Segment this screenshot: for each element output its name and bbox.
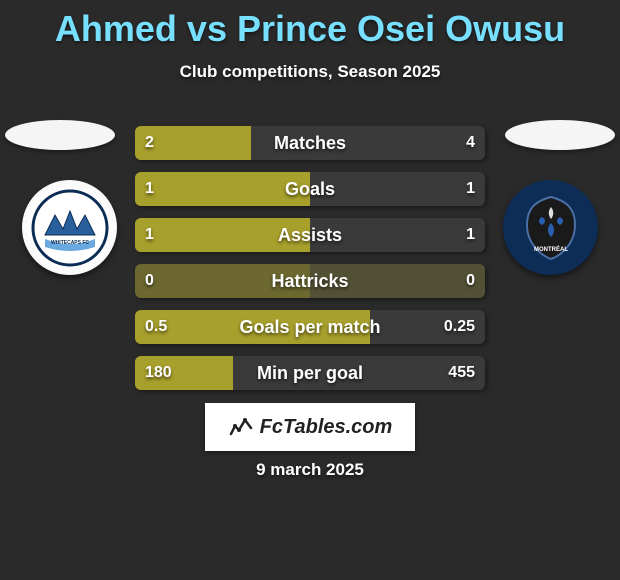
stat-bar: 180455Min per goal: [135, 356, 485, 390]
stat-value-left: 0.5: [145, 310, 167, 344]
stat-value-right: 4: [466, 126, 475, 160]
fctables-icon: [228, 414, 254, 440]
stat-value-left: 0: [145, 264, 154, 298]
stat-value-right: 1: [466, 218, 475, 252]
branding-text: FcTables.com: [260, 416, 393, 439]
stat-value-left: 180: [145, 356, 172, 390]
stat-value-left: 2: [145, 126, 154, 160]
whitecaps-icon: WHITECAPS FC: [31, 189, 109, 267]
svg-text:WHITECAPS FC: WHITECAPS FC: [50, 240, 88, 246]
club-logo-left: WHITECAPS FC: [22, 180, 117, 275]
stat-value-right: 455: [448, 356, 475, 390]
stat-value-left: 1: [145, 218, 154, 252]
svg-text:MONTRÉAL: MONTRÉAL: [534, 245, 568, 253]
club-logo-right: MONTRÉAL: [503, 180, 598, 275]
stat-value-left: 1: [145, 172, 154, 206]
country-flag-right: [505, 120, 615, 150]
stat-value-right: 0: [466, 264, 475, 298]
stat-value-right: 0.25: [444, 310, 475, 344]
page-title: Ahmed vs Prince Osei Owusu: [0, 8, 620, 50]
comparison-card: Ahmed vs Prince Osei Owusu Club competit…: [0, 8, 620, 580]
subtitle: Club competitions, Season 2025: [0, 62, 620, 82]
country-flag-left: [5, 120, 115, 150]
stat-bar: 00Hattricks: [135, 264, 485, 298]
stats-bars: 24Matches11Goals11Assists00Hattricks0.50…: [135, 126, 485, 402]
stat-value-right: 1: [466, 172, 475, 206]
date-text: 9 march 2025: [0, 460, 620, 480]
stat-bar: 11Goals: [135, 172, 485, 206]
branding-badge: FcTables.com: [205, 403, 415, 451]
stat-bar: 24Matches: [135, 126, 485, 160]
montreal-icon: MONTRÉAL: [512, 189, 590, 267]
stat-bar: 11Assists: [135, 218, 485, 252]
stat-bar: 0.50.25Goals per match: [135, 310, 485, 344]
